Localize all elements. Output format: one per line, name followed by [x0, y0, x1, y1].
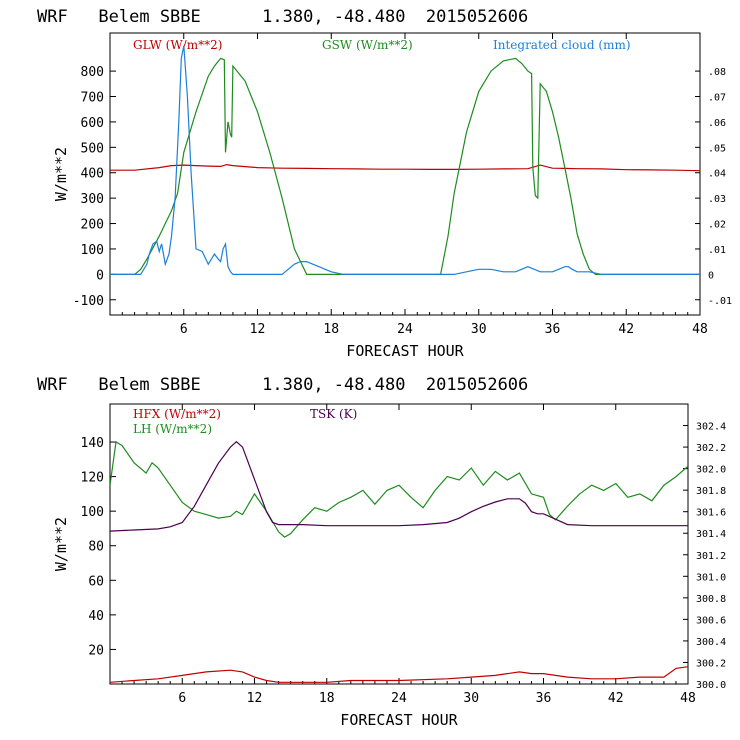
legend-entry-3: TSK (K): [310, 407, 357, 421]
x-tick-label: 30: [471, 322, 487, 337]
series-line-2: [110, 441, 688, 538]
y-tick-label: 600: [81, 116, 104, 131]
y-tick-label: 200: [81, 218, 104, 233]
y2-tick-label: 300.0: [696, 680, 726, 691]
y-tick-label: 700: [81, 91, 104, 106]
x-tick-label: 24: [391, 691, 407, 706]
legend-entry-3: Integrated cloud (mm): [493, 38, 631, 52]
y2-tick-label: .03: [708, 194, 726, 205]
y2-tick-label: 300.2: [696, 658, 726, 669]
x-tick-label: 48: [680, 691, 696, 706]
y2-tick-label: 302.0: [696, 465, 726, 476]
x-tick-label: 12: [250, 322, 266, 337]
y-tick-label: 140: [81, 436, 104, 451]
y2-tick-label: 301.8: [696, 486, 726, 497]
y-tick-label: 400: [81, 167, 104, 182]
y-tick-label: 300: [81, 192, 104, 207]
x-axis-label: FORECAST HOUR: [340, 711, 458, 729]
y2-tick-label: .01: [708, 245, 726, 256]
y2-tick-label: .05: [708, 143, 726, 154]
y-tick-label: 0: [96, 268, 104, 283]
y-tick-label: 20: [88, 643, 104, 658]
y-tick-label: 40: [88, 609, 104, 624]
y-tick-label: 500: [81, 141, 104, 156]
x-tick-label: 6: [178, 691, 186, 706]
legend-entry-1: HFX (W/m**2): [133, 407, 221, 421]
legend-entry-2: GSW (W/m**2): [322, 38, 413, 52]
x-axis-label: FORECAST HOUR: [346, 342, 464, 360]
y2-tick-label: 301.2: [696, 551, 726, 562]
plot-frame: [109, 32, 701, 316]
y-tick-label: 120: [81, 471, 104, 486]
series-line-3: [110, 440, 688, 532]
y-tick-label: 800: [81, 65, 104, 80]
y-tick-label: 60: [88, 574, 104, 589]
y2-tick-label: 300.6: [696, 615, 726, 626]
y2-tick-label: 301.4: [696, 529, 726, 540]
series-line-3: [110, 45, 700, 275]
y2-tick-label: .08: [708, 67, 726, 78]
series-line-2: [110, 57, 700, 275]
y2-tick-label: 301.0: [696, 572, 726, 583]
y-tick-label: 100: [81, 505, 104, 520]
x-tick-label: 48: [692, 322, 708, 337]
series-line-1: [110, 666, 688, 683]
x-tick-label: 42: [608, 691, 624, 706]
x-tick-label: 24: [397, 322, 413, 337]
y-tick-label: 80: [88, 540, 104, 555]
chart-title: WRF Belem SBBE 1.380, -48.480 2015052606: [37, 375, 528, 395]
y2-tick-label: 300.8: [696, 594, 726, 605]
y2-tick-label: 300.4: [696, 637, 726, 648]
legend-entry-2: LH (W/m**2): [133, 422, 212, 436]
y-tick-label: -100: [73, 294, 104, 309]
chart-panel-1: WRF Belem SBBE 1.380, -48.480 2015052606…: [37, 7, 732, 360]
series-line-1: [110, 163, 700, 172]
y2-tick-label: .07: [708, 93, 726, 104]
y-axis-label: W/m**2: [52, 517, 70, 571]
chart-panel-2: WRF Belem SBBE 1.380, -48.480 2015052606…: [37, 375, 726, 729]
y2-tick-label: 0: [708, 270, 714, 281]
x-tick-label: 18: [323, 322, 339, 337]
x-tick-label: 36: [536, 691, 552, 706]
y-axis-label: W/m**2: [52, 147, 70, 201]
y2-tick-label: 301.6: [696, 508, 726, 519]
x-tick-label: 12: [247, 691, 263, 706]
x-tick-label: 36: [545, 322, 561, 337]
y-tick-label: 100: [81, 243, 104, 258]
legend-entry-1: GLW (W/m**2): [133, 38, 222, 52]
y2-tick-label: 302.4: [696, 422, 726, 433]
x-tick-label: 42: [618, 322, 634, 337]
plot-frame: [109, 403, 689, 685]
x-tick-label: 6: [180, 322, 188, 337]
y2-tick-label: 302.2: [696, 443, 726, 454]
x-tick-label: 18: [319, 691, 335, 706]
chart-title: WRF Belem SBBE 1.380, -48.480 2015052606: [37, 7, 528, 27]
y2-tick-label: .04: [708, 169, 726, 180]
y2-tick-label: -.01: [708, 296, 732, 307]
y2-tick-label: .06: [708, 118, 726, 129]
x-tick-label: 30: [463, 691, 479, 706]
y2-tick-label: .02: [708, 220, 726, 231]
